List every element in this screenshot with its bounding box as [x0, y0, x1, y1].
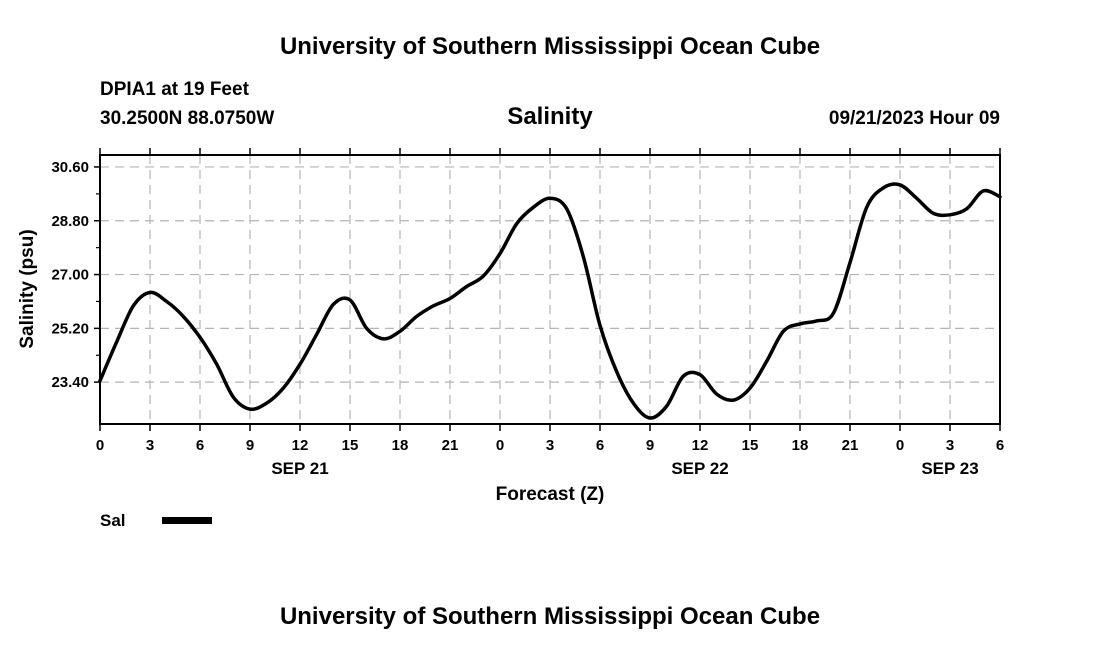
x-tick-label: 0 [96, 437, 104, 454]
x-tick-label: 6 [596, 437, 604, 454]
y-tick-label: 30.60 [51, 159, 89, 176]
x-tick-label: 3 [546, 437, 554, 454]
y-tick-label: 28.80 [51, 213, 89, 230]
x-tick-label: 12 [292, 437, 309, 454]
legend-swatch-sal [162, 517, 212, 524]
x-tick-label: 15 [342, 437, 359, 454]
x-tick-label: 9 [646, 437, 654, 454]
x-tick-label: 3 [946, 437, 954, 454]
x-tick-label: 21 [442, 437, 459, 454]
forecast-datetime: 09/21/2023 Hour 09 [829, 108, 1000, 129]
y-tick-label: 27.00 [51, 267, 89, 284]
x-tick-label: 21 [842, 437, 859, 454]
x-tick-label: 18 [392, 437, 409, 454]
grid-lines [100, 155, 1000, 424]
station-coordinates: 30.2500N 88.0750W [100, 108, 274, 129]
page-title-top: University of Southern Mississippi Ocean… [280, 33, 820, 60]
x-tick-label: 6 [996, 437, 1004, 454]
x-tick-label: 0 [896, 437, 904, 454]
y-axis-label: Salinity (psu) [17, 229, 38, 348]
plot-frame [99, 154, 1001, 425]
legend-label-sal: Sal [100, 511, 126, 530]
x-axis-ticks: 0 3 6 9 12 15 18 21 0 3 6 9 12 15 18 21 0 3 6 SEP 21 SEP 22 S… [96, 148, 1004, 478]
x-tick-label: 6 [196, 437, 204, 454]
x-axis-label: Forecast (Z) [496, 484, 605, 505]
salinity-series-line [98, 182, 1002, 420]
date-label: SEP 23 [921, 459, 978, 478]
x-tick-label: 3 [146, 437, 154, 454]
x-tick-label: 0 [496, 437, 504, 454]
page-title-bottom: University of Southern Mississippi Ocean… [280, 603, 820, 630]
date-label: SEP 21 [271, 459, 328, 478]
station-label: DPIA1 at 19 Feet [100, 79, 250, 100]
y-tick-label: 25.20 [51, 320, 89, 337]
x-tick-label: 9 [246, 437, 254, 454]
y-axis-ticks: 23.40 25.20 27.00 28.80 30.60 [51, 159, 100, 391]
x-tick-label: 15 [742, 437, 759, 454]
x-tick-label: 18 [792, 437, 809, 454]
date-label: SEP 22 [671, 459, 728, 478]
x-tick-label: 12 [692, 437, 709, 454]
y-tick-label: 23.40 [51, 374, 89, 391]
legend: Sal [100, 511, 212, 530]
chart-title: Salinity [507, 103, 593, 130]
